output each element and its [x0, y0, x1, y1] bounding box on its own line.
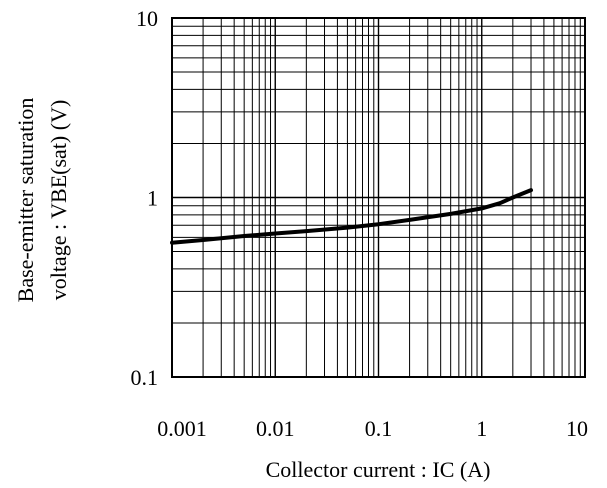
y-axis-title-line-1: Base-emitter saturation [13, 98, 38, 303]
x-tick-label: 0.001 [157, 416, 207, 441]
x-tick-label: 1 [476, 416, 487, 441]
series-line-0 [170, 188, 533, 245]
y-tick-label: 0.1 [131, 365, 159, 390]
x-axis-title: Collector current : IC (A) [266, 457, 491, 482]
plot-frame [171, 17, 586, 378]
y-tick-label: 1 [147, 186, 158, 211]
x-tick-label: 0.1 [365, 416, 393, 441]
y-tick-label: 10 [136, 6, 158, 31]
x-tick-label: 10 [566, 416, 588, 441]
y-axis-title-line-2: voltage : VBE(sat) (V) [46, 100, 71, 301]
x-tick-label: 0.01 [256, 416, 295, 441]
